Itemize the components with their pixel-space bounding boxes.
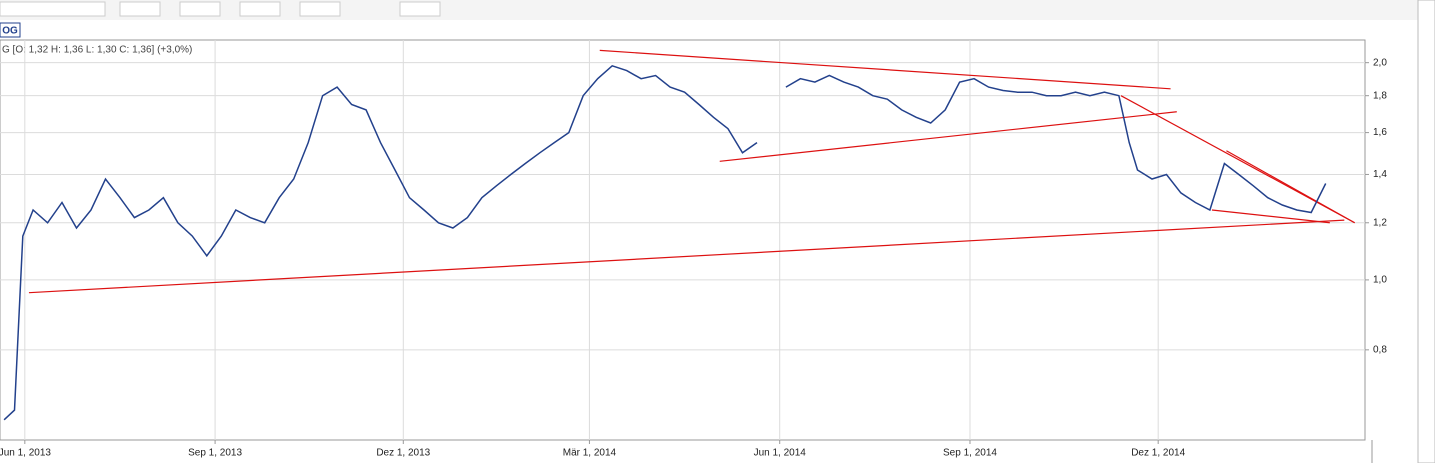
x-tick-label: Sep 1, 2014 bbox=[943, 448, 997, 459]
trendline bbox=[1120, 95, 1355, 224]
tab-label: OG bbox=[2, 26, 18, 37]
tabs bbox=[0, 1, 441, 17]
scrollbar bbox=[1417, 0, 1435, 463]
trendline bbox=[719, 111, 1177, 162]
x-tick-label: Jun 1, 2013 bbox=[0, 448, 51, 459]
trendline bbox=[1226, 150, 1355, 224]
trendline bbox=[1211, 209, 1330, 224]
y-tick-label: 1,6 bbox=[1373, 127, 1387, 138]
top-strip bbox=[0, 0, 1435, 20]
x-tick-label: Dez 1, 2013 bbox=[376, 448, 430, 459]
tab-label-box bbox=[0, 22, 21, 38]
y-tick-label: 1,2 bbox=[1373, 217, 1387, 228]
x-tick-label: Mär 1, 2014 bbox=[563, 448, 617, 459]
y-tick-label: 1,4 bbox=[1373, 169, 1387, 180]
plot-area bbox=[0, 39, 1366, 441]
x-tick-label: Dez 1, 2014 bbox=[1131, 448, 1185, 459]
trendline bbox=[599, 49, 1171, 90]
y-tick-label: 1,8 bbox=[1373, 90, 1387, 101]
price-line bbox=[3, 64, 758, 421]
price-line bbox=[785, 74, 1327, 214]
x-tick-label: Jun 1, 2014 bbox=[754, 448, 807, 459]
y-tick-label: 0,8 bbox=[1373, 344, 1387, 355]
trendline bbox=[28, 219, 1345, 294]
ohlc-header: G [O: 1,32 H: 1,36 L: 1,30 C: 1,36] (+3,… bbox=[2, 45, 192, 56]
x-tick-label: Sep 1, 2013 bbox=[188, 448, 242, 459]
y-tick-label: 2,0 bbox=[1373, 57, 1387, 68]
y-tick-label: 1,0 bbox=[1373, 275, 1387, 286]
